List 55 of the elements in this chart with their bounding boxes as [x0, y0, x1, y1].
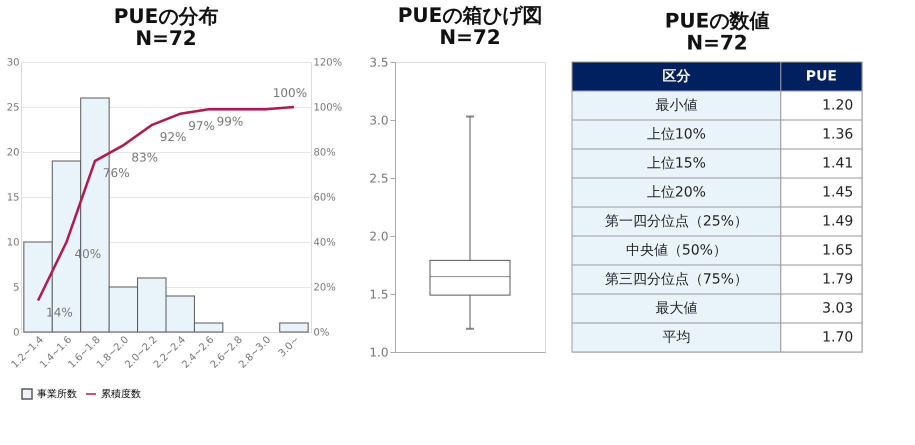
y2-tick-label: 60%: [314, 192, 336, 204]
data-label: 100%: [272, 86, 308, 100]
category-label: 上位15%: [646, 156, 706, 172]
y2-tick-label: 40%: [314, 238, 336, 248]
category-label: 最小値: [655, 98, 698, 114]
legend-label: 事業所数: [37, 388, 77, 400]
chart-subtitle: N=72: [439, 25, 501, 49]
category-label: 上位10%: [646, 126, 706, 142]
y2-tick-label: 100%: [314, 102, 342, 114]
text: 1.36: [822, 126, 854, 142]
text: PUEの数値: [664, 8, 770, 32]
text: N=72: [686, 30, 748, 54]
text: 1.79: [822, 272, 854, 288]
chart-subtitle: N=72: [135, 26, 197, 50]
y2-tick-label: 80%: [314, 148, 336, 158]
category-label: 第一四分位点（25%）: [604, 214, 748, 230]
text: PUE: [806, 68, 837, 84]
data-label: 99%: [216, 114, 244, 128]
legend-label: 累積度数: [101, 388, 141, 400]
y-tick-label: 10: [6, 238, 20, 248]
text: 1.41: [822, 156, 854, 172]
y-tick-label: 20: [6, 148, 20, 158]
category-label: 第三四分位点（75%）: [604, 272, 748, 288]
category-label: 平均: [662, 330, 690, 346]
y-tick-label: 3.0: [369, 114, 388, 128]
y-tick-label: 2.5: [369, 172, 388, 186]
y-tick-label: 3.5: [369, 56, 388, 70]
y2-tick-label: 20%: [314, 282, 336, 294]
category-label: 最大値: [655, 300, 698, 316]
y-tick-label: 1.0: [369, 346, 388, 360]
text: 1.65: [822, 242, 854, 258]
text: 1.45: [822, 184, 854, 200]
line-series: [36, 106, 296, 302]
y-tick-label: 1.5: [369, 288, 388, 302]
data-label: 97%: [188, 118, 215, 133]
y2-tick-label: 0%: [314, 328, 330, 338]
y-tick-label: 15: [6, 192, 20, 204]
text: 1.70: [822, 330, 854, 346]
chart-title: PUEの分布: [114, 4, 218, 28]
text: 1.49: [822, 214, 854, 230]
y-tick-label: 0: [13, 328, 20, 338]
y2-tick-label: 120%: [314, 58, 342, 68]
y-tick-label: 5: [13, 282, 20, 294]
text: 区分: [662, 68, 692, 84]
category-label: 上位20%: [646, 184, 706, 200]
data-label: 83%: [131, 150, 158, 164]
y-tick-label: 2.0: [369, 230, 388, 244]
y-tick-label: 25: [6, 102, 20, 114]
category-label: 中央値（50%）: [626, 242, 727, 258]
text: 3.03: [822, 300, 854, 316]
data-label: 92%: [160, 130, 186, 144]
y-tick-label: 30: [6, 58, 20, 68]
chart-title: PUEの箱ひげ図: [398, 3, 542, 27]
bar: [279, 322, 309, 332]
text: 1.20: [822, 98, 854, 114]
